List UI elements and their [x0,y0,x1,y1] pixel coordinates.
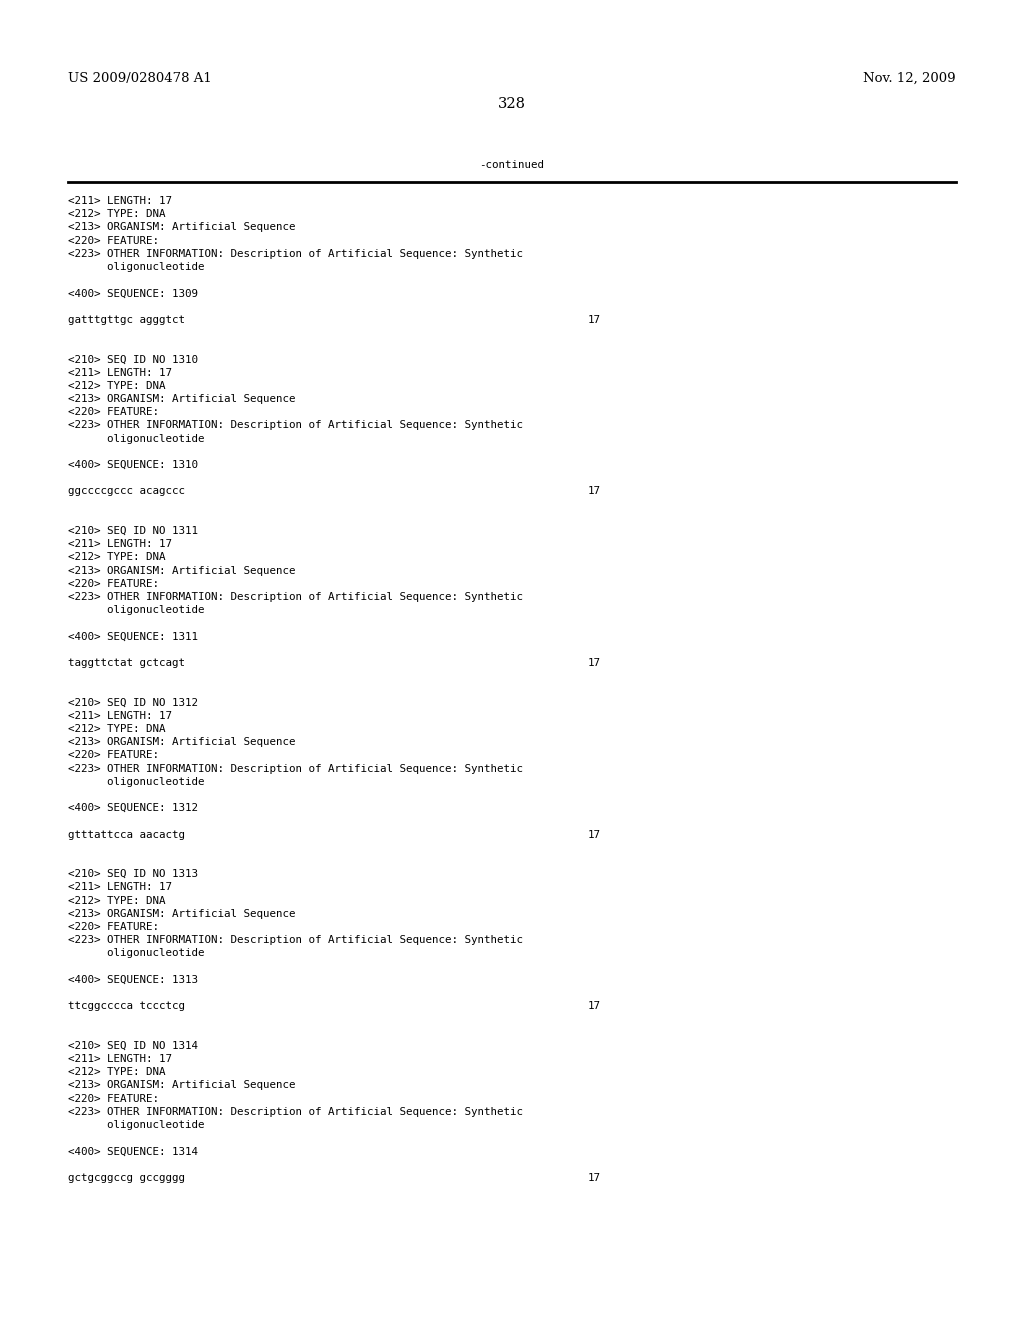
Text: oligonucleotide: oligonucleotide [68,433,205,444]
Text: <210> SEQ ID NO 1310: <210> SEQ ID NO 1310 [68,354,198,364]
Text: <212> TYPE: DNA: <212> TYPE: DNA [68,380,166,391]
Text: 17: 17 [588,1001,601,1011]
Text: taggttctat gctcagt: taggttctat gctcagt [68,657,185,668]
Text: oligonucleotide: oligonucleotide [68,261,205,272]
Text: <210> SEQ ID NO 1314: <210> SEQ ID NO 1314 [68,1040,198,1051]
Text: <213> ORGANISM: Artificial Sequence: <213> ORGANISM: Artificial Sequence [68,222,296,232]
Text: <210> SEQ ID NO 1312: <210> SEQ ID NO 1312 [68,697,198,708]
Text: <220> FEATURE:: <220> FEATURE: [68,1093,159,1104]
Text: gctgcggccg gccgggg: gctgcggccg gccgggg [68,1172,185,1183]
Text: <223> OTHER INFORMATION: Description of Artificial Sequence: Synthetic: <223> OTHER INFORMATION: Description of … [68,763,523,774]
Text: <210> SEQ ID NO 1313: <210> SEQ ID NO 1313 [68,869,198,879]
Text: <223> OTHER INFORMATION: Description of Artificial Sequence: Synthetic: <223> OTHER INFORMATION: Description of … [68,591,523,602]
Text: <220> FEATURE:: <220> FEATURE: [68,235,159,246]
Text: 328: 328 [498,96,526,111]
Text: <212> TYPE: DNA: <212> TYPE: DNA [68,552,166,562]
Text: <400> SEQUENCE: 1309: <400> SEQUENCE: 1309 [68,288,198,298]
Text: <400> SEQUENCE: 1314: <400> SEQUENCE: 1314 [68,1146,198,1156]
Text: <212> TYPE: DNA: <212> TYPE: DNA [68,895,166,906]
Text: <223> OTHER INFORMATION: Description of Artificial Sequence: Synthetic: <223> OTHER INFORMATION: Description of … [68,935,523,945]
Text: 17: 17 [588,1172,601,1183]
Text: <400> SEQUENCE: 1312: <400> SEQUENCE: 1312 [68,803,198,813]
Text: <213> ORGANISM: Artificial Sequence: <213> ORGANISM: Artificial Sequence [68,1080,296,1090]
Text: <213> ORGANISM: Artificial Sequence: <213> ORGANISM: Artificial Sequence [68,737,296,747]
Text: <212> TYPE: DNA: <212> TYPE: DNA [68,209,166,219]
Text: <400> SEQUENCE: 1311: <400> SEQUENCE: 1311 [68,631,198,642]
Text: <211> LENGTH: 17: <211> LENGTH: 17 [68,1053,172,1064]
Text: <400> SEQUENCE: 1313: <400> SEQUENCE: 1313 [68,974,198,985]
Text: US 2009/0280478 A1: US 2009/0280478 A1 [68,73,212,84]
Text: oligonucleotide: oligonucleotide [68,776,205,787]
Text: <220> FEATURE:: <220> FEATURE: [68,750,159,760]
Text: <223> OTHER INFORMATION: Description of Artificial Sequence: Synthetic: <223> OTHER INFORMATION: Description of … [68,1106,523,1117]
Text: <220> FEATURE:: <220> FEATURE: [68,407,159,417]
Text: <211> LENGTH: 17: <211> LENGTH: 17 [68,195,172,206]
Text: <211> LENGTH: 17: <211> LENGTH: 17 [68,882,172,892]
Text: Nov. 12, 2009: Nov. 12, 2009 [863,73,956,84]
Text: oligonucleotide: oligonucleotide [68,605,205,615]
Text: <211> LENGTH: 17: <211> LENGTH: 17 [68,367,172,378]
Text: 17: 17 [588,829,601,840]
Text: <213> ORGANISM: Artificial Sequence: <213> ORGANISM: Artificial Sequence [68,565,296,576]
Text: 17: 17 [588,486,601,496]
Text: <223> OTHER INFORMATION: Description of Artificial Sequence: Synthetic: <223> OTHER INFORMATION: Description of … [68,420,523,430]
Text: <213> ORGANISM: Artificial Sequence: <213> ORGANISM: Artificial Sequence [68,393,296,404]
Text: <400> SEQUENCE: 1310: <400> SEQUENCE: 1310 [68,459,198,470]
Text: <212> TYPE: DNA: <212> TYPE: DNA [68,723,166,734]
Text: <211> LENGTH: 17: <211> LENGTH: 17 [68,710,172,721]
Text: <212> TYPE: DNA: <212> TYPE: DNA [68,1067,166,1077]
Text: gatttgttgc agggtct: gatttgttgc agggtct [68,314,185,325]
Text: oligonucleotide: oligonucleotide [68,1119,205,1130]
Text: oligonucleotide: oligonucleotide [68,948,205,958]
Text: <213> ORGANISM: Artificial Sequence: <213> ORGANISM: Artificial Sequence [68,908,296,919]
Text: <223> OTHER INFORMATION: Description of Artificial Sequence: Synthetic: <223> OTHER INFORMATION: Description of … [68,248,523,259]
Text: 17: 17 [588,657,601,668]
Text: <211> LENGTH: 17: <211> LENGTH: 17 [68,539,172,549]
Text: <220> FEATURE:: <220> FEATURE: [68,921,159,932]
Text: <210> SEQ ID NO 1311: <210> SEQ ID NO 1311 [68,525,198,536]
Text: ggccccgccc acagccc: ggccccgccc acagccc [68,486,185,496]
Text: gtttattcca aacactg: gtttattcca aacactg [68,829,185,840]
Text: <220> FEATURE:: <220> FEATURE: [68,578,159,589]
Text: ttcggcccca tccctcg: ttcggcccca tccctcg [68,1001,185,1011]
Text: 17: 17 [588,314,601,325]
Text: -continued: -continued [479,160,545,170]
